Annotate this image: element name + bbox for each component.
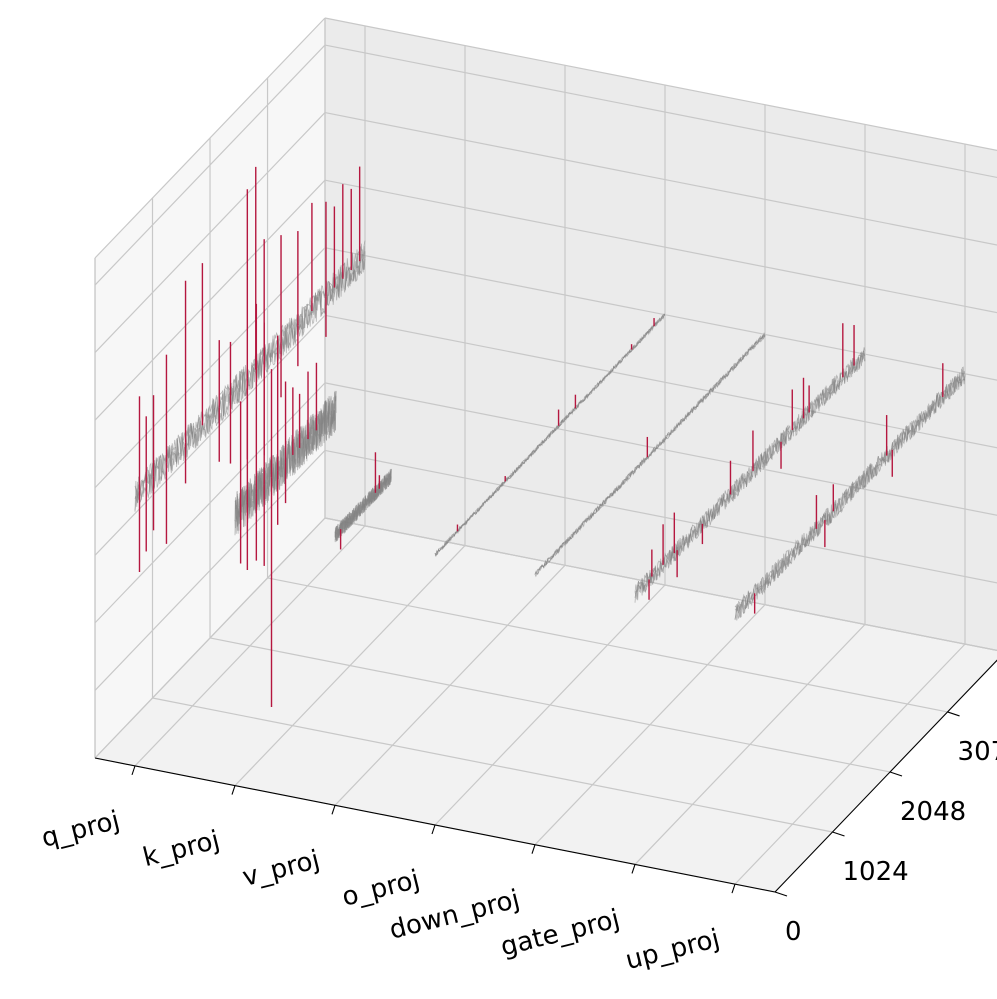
grid-line-floor-y [209, 637, 891, 773]
band-line-q_proj [134, 250, 366, 507]
pane-border [94, 17, 326, 259]
band-line-o_proj [434, 313, 666, 556]
grid-line-side-z [94, 247, 326, 489]
band-line-gate_proj [634, 351, 866, 595]
category-tick-mark [231, 785, 236, 795]
back-pane [325, 18, 997, 651]
pane-border [94, 517, 326, 759]
grid-line-back-z [324, 382, 997, 516]
y-tick-label: 1024 [843, 857, 909, 887]
y-axis-line [774, 659, 997, 893]
grid-line-side-z [94, 179, 326, 421]
grid-lines [94, 17, 997, 893]
series-o_proj [434, 313, 666, 558]
pane-border [324, 517, 997, 652]
band-line-down_proj [534, 334, 766, 576]
series-gate_proj [634, 323, 866, 603]
y-tick-mark [889, 771, 903, 777]
y-tick-mark [832, 831, 845, 837]
category-tick-mark [531, 844, 536, 854]
series-k_proj [234, 303, 337, 707]
grid-line-back-z [324, 449, 997, 584]
grid-line-back-z [324, 112, 997, 246]
floor-pane [95, 518, 997, 892]
y-tick-label: 0 [785, 917, 802, 947]
category-tick-label: o_proj [339, 865, 423, 913]
series-layer [134, 166, 966, 707]
grid-line-side-z [94, 382, 326, 624]
y-tick-mark [947, 711, 960, 717]
series-v_proj [334, 452, 392, 550]
grid-line-back-z [324, 179, 997, 314]
band-line-v_proj [334, 470, 392, 543]
grid-line-back-z [324, 247, 997, 381]
category-tick-label: v_proj [240, 845, 323, 893]
band-line-up_proj [734, 375, 966, 621]
category-tick-label: q_proj [39, 806, 123, 854]
series-down_proj [534, 332, 766, 578]
category-tick-mark [331, 805, 336, 815]
grid-line-side-z [94, 450, 326, 691]
grid-line-back-z [324, 314, 997, 449]
grid-line-back-z [324, 44, 997, 179]
pane-border [324, 17, 997, 152]
grid-line-side-z [94, 314, 326, 556]
category-tick-mark [631, 864, 636, 874]
band-line-up_proj [734, 368, 966, 620]
y-tick-mark [774, 891, 788, 897]
band-line-q_proj [134, 243, 366, 511]
grid-line-side-z [94, 44, 326, 286]
grid-line-floor-y [267, 577, 948, 713]
series-up_proj [734, 363, 966, 621]
category-tick-mark [131, 765, 136, 776]
category-tick-mark [731, 883, 736, 894]
category-tick-label: up_proj [623, 924, 723, 976]
category-tick-mark [431, 824, 436, 835]
y-tick-label: 2048 [900, 797, 966, 827]
grid-line-floor-y [152, 697, 833, 833]
grid-line-side-z [94, 112, 326, 354]
y-tick-label: 3072 [958, 737, 997, 767]
category-tick-label: k_proj [140, 825, 223, 873]
